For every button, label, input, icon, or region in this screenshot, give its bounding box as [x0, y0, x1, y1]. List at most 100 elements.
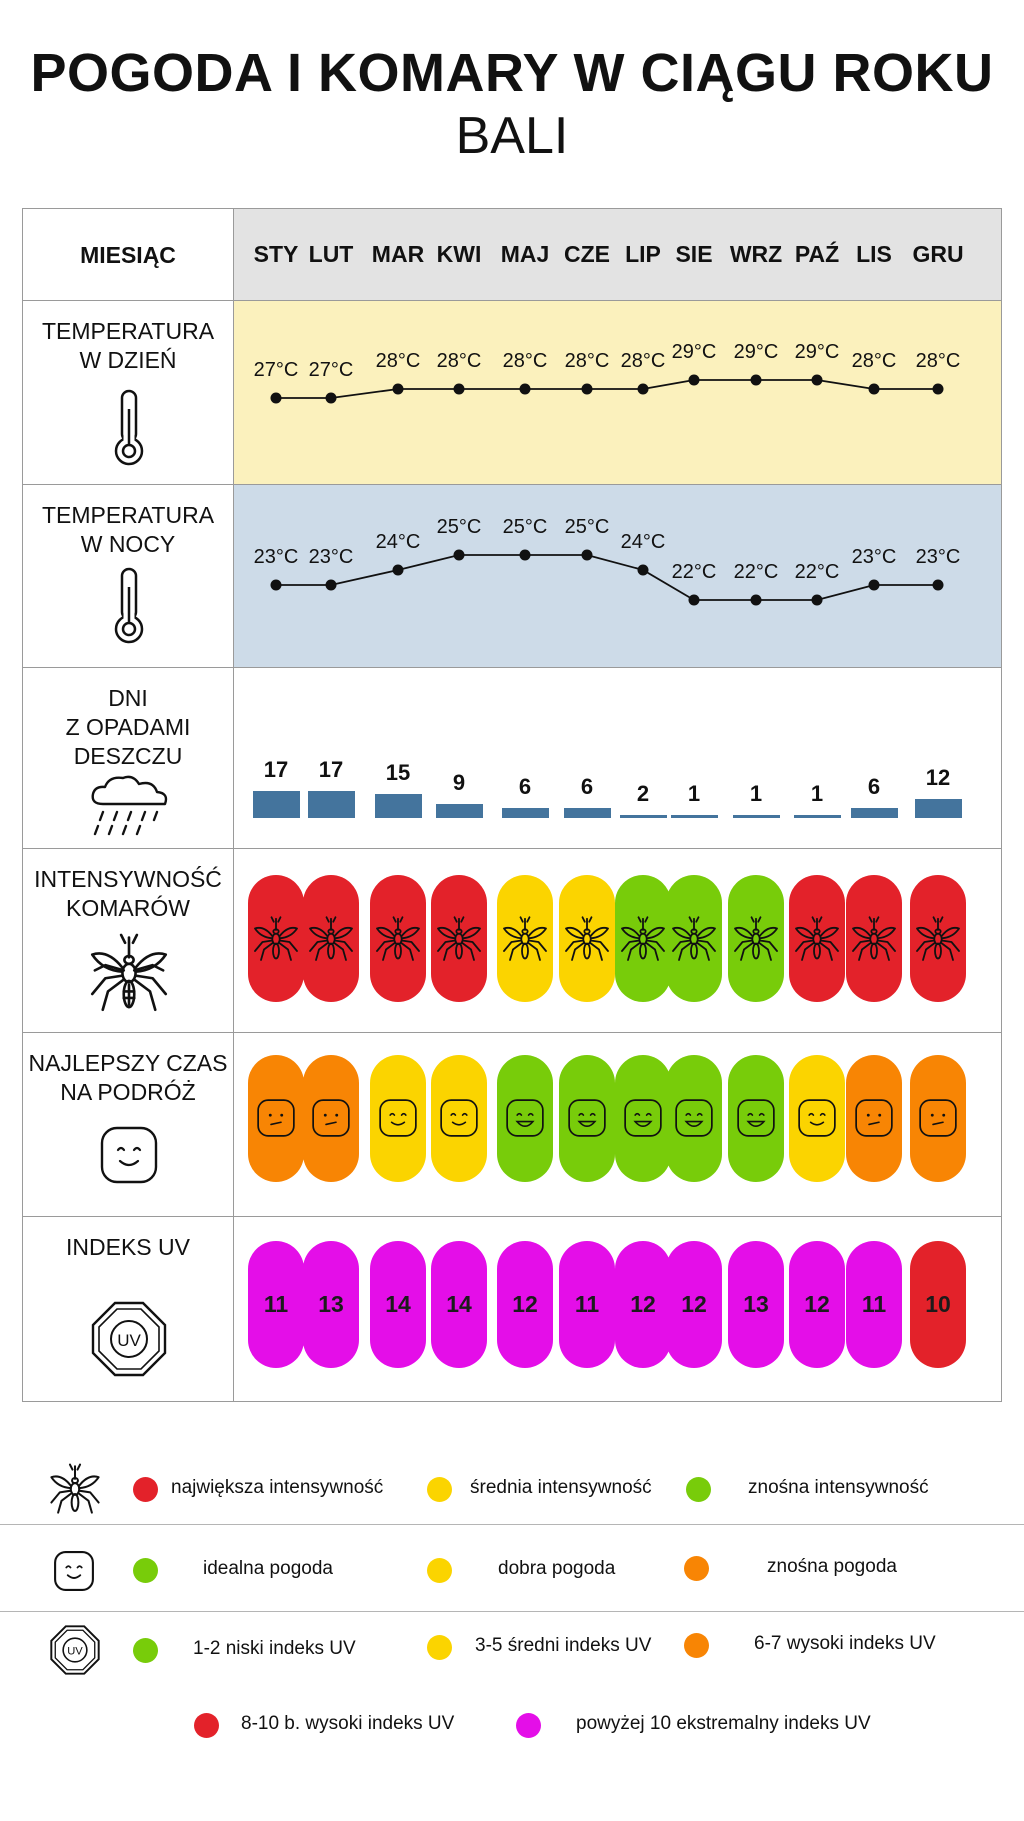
legend-dot	[133, 1558, 158, 1583]
temp-point	[811, 374, 823, 386]
rain-bar	[501, 808, 549, 818]
mosquito-icon	[90, 933, 168, 1012]
month-header-cell: MIESIĄC	[23, 209, 234, 300]
thermometer-icon	[114, 389, 144, 466]
rain-bar	[850, 808, 898, 818]
legend-text: znośna pogoda	[767, 1556, 897, 1577]
rain-value: 6	[867, 774, 881, 800]
day-temp-label-cell: TEMPERATURA W DZIEŃ	[23, 301, 234, 484]
uv-value: 14	[385, 1291, 411, 1317]
legend-dot	[516, 1713, 541, 1738]
uv-label: INDEKS UV	[66, 1234, 190, 1260]
rain-value: 17	[263, 756, 289, 782]
smiley-icon	[736, 1098, 776, 1143]
mosquito-icon	[793, 915, 841, 968]
temp-label: 28°C	[437, 350, 482, 372]
mosquito-strip	[234, 849, 1001, 1032]
smiley-icon	[674, 1098, 714, 1143]
legend-text: średnia intensywność	[470, 1477, 652, 1498]
legend-text: idealna pogoda	[203, 1558, 333, 1579]
uv-value: 11	[574, 1291, 600, 1317]
mosquito-pill	[248, 875, 304, 1002]
month-label: WRZ	[729, 241, 783, 267]
mosquito-pill	[615, 875, 671, 1002]
uv-pill: 11	[846, 1241, 902, 1368]
temp-label: 25°C	[437, 516, 482, 538]
temp-point	[637, 383, 649, 395]
smiley-icon	[54, 1551, 94, 1591]
day-temp-line-chart: 27°C 27°C 28°C 28°C 28°C 28°C 28°C 29°C 29°C 29°C…	[254, 341, 960, 404]
uv-strip: 11 13 14 14 12 11 12 12 13 12 11 10	[234, 1217, 1001, 1401]
rain-bar	[914, 798, 962, 818]
uv-pill: 14	[370, 1241, 426, 1368]
rain-bar	[374, 794, 422, 818]
temp-point	[688, 374, 700, 386]
rain-bar	[732, 815, 780, 818]
svg-text:UV: UV	[67, 1646, 83, 1658]
mosquito-icon	[850, 915, 898, 968]
uv-value: 14	[446, 1291, 472, 1317]
temp-series-line	[276, 554, 938, 601]
uv-pill: 14	[431, 1241, 487, 1368]
month-label: KWI	[436, 241, 482, 267]
climate-table: MIESIĄC STY LUT MAR KWI MAJ CZE LIP SIE WRZ PAŹ LI…	[22, 208, 1002, 1402]
legend-dot	[686, 1477, 711, 1502]
temp-label: 28°C	[376, 350, 421, 372]
day-temp-strip: 27°C 27°C 28°C 28°C 28°C 28°C 28°C 29°C 29°C 29°C…	[234, 301, 1001, 484]
temp-point	[453, 549, 465, 561]
month-label: LIP	[625, 241, 661, 267]
months-row: MIESIĄC STY LUT MAR KWI MAJ CZE LIP SIE WRZ PAŹ LI…	[23, 209, 1001, 301]
mosquito-icon	[374, 915, 422, 968]
mosquito-icon	[619, 915, 667, 968]
day-temp-row: TEMPERATURA W DZIEŃ 27°C 27°C 28°C 28°C 28°C…	[23, 301, 1001, 485]
month-header-label: MIESIĄC	[80, 242, 176, 268]
month-label: GRU	[912, 241, 964, 267]
uv-pill: 12	[615, 1241, 671, 1368]
temp-point	[811, 594, 823, 606]
uv-value: 12	[630, 1291, 656, 1317]
smiley-icon	[854, 1098, 894, 1143]
legend-dot	[427, 1635, 452, 1660]
legend-dot	[684, 1556, 709, 1581]
temp-label: 29°C	[672, 341, 717, 363]
mosquito-pill	[910, 875, 966, 1002]
legend-text: znośna intensywność	[748, 1477, 929, 1498]
smiley-icon	[623, 1098, 663, 1143]
temp-point	[581, 383, 593, 395]
rain-label: DNI Z OPADAMI DESZCZU	[65, 685, 191, 769]
month-label: MAJ	[500, 241, 550, 267]
mosquito-pill	[370, 875, 426, 1002]
temp-label: 25°C	[565, 516, 610, 538]
uv-value: 13	[743, 1291, 769, 1317]
uv-value: 12	[512, 1291, 538, 1317]
temp-point	[392, 383, 404, 395]
mosquito-pill	[789, 875, 845, 1002]
temp-point	[932, 579, 944, 591]
smiley-icon	[311, 1098, 351, 1143]
mosquito-icon	[501, 915, 549, 968]
temp-label: 25°C	[503, 516, 548, 538]
uv-label-cell: INDEKS UV UV	[23, 1217, 234, 1401]
temp-label: 28°C	[565, 350, 610, 372]
travel-pill	[497, 1055, 553, 1182]
rain-bar	[619, 814, 667, 818]
thermometer-icon	[114, 567, 144, 644]
uv-value: 12	[681, 1291, 707, 1317]
mosquito-icon	[307, 915, 355, 968]
night-temp-line-chart: 23°C 23°C 24°C 25°C 25°C 25°C 24°C 22°C 22°C 22°C…	[254, 516, 961, 606]
legend-dot	[133, 1477, 158, 1502]
rain-value: 1	[749, 781, 763, 806]
temp-point	[270, 392, 282, 404]
rain-strip: 17 17 15 9 6 6 2 1 1 1 6 12	[234, 668, 1001, 848]
travel-pill	[248, 1055, 304, 1182]
uv-pill: 11	[559, 1241, 615, 1368]
temp-label: 22°C	[734, 561, 779, 583]
rain-bar	[670, 815, 718, 818]
legend-divider	[0, 1524, 1024, 1525]
temp-label: 24°C	[621, 531, 666, 553]
day-temp-label: TEMPERATURA W DZIEŃ	[41, 318, 215, 373]
temp-label: 23°C	[916, 546, 961, 568]
temp-point	[868, 579, 880, 591]
travel-pill	[559, 1055, 615, 1182]
travel-pill	[728, 1055, 784, 1182]
